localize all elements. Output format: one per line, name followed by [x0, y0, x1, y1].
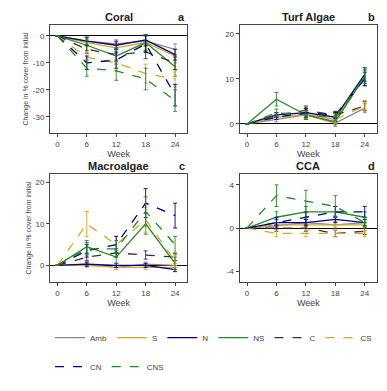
svg-text:Turf Algae: Turf Algae — [282, 11, 335, 23]
svg-text:24: 24 — [360, 140, 369, 149]
svg-text:Macroalgae: Macroalgae — [88, 160, 149, 172]
svg-text:18: 18 — [141, 140, 150, 149]
svg-text:0: 0 — [230, 120, 235, 129]
svg-text:18: 18 — [141, 289, 150, 298]
svg-text:Change in % cover from initial: Change in % cover from initial — [25, 181, 33, 274]
svg-text:S: S — [152, 334, 157, 343]
svg-text:12: 12 — [112, 289, 121, 298]
svg-text:10: 10 — [35, 220, 44, 229]
svg-text:Change in % cover from initial: Change in % cover from initial — [22, 32, 30, 125]
svg-text:0: 0 — [245, 140, 250, 149]
svg-text:-10: -10 — [33, 59, 45, 68]
svg-text:6: 6 — [85, 289, 90, 298]
svg-text:CNS: CNS — [147, 363, 164, 372]
svg-text:c: c — [179, 160, 185, 172]
svg-text:6: 6 — [274, 289, 279, 298]
svg-text:CN: CN — [90, 363, 102, 372]
svg-text:0: 0 — [55, 140, 60, 149]
svg-text:10: 10 — [225, 75, 234, 84]
svg-text:0: 0 — [230, 224, 235, 233]
svg-text:Amb: Amb — [90, 334, 107, 343]
svg-text:24: 24 — [171, 140, 180, 149]
svg-text:Week: Week — [297, 149, 320, 159]
svg-text:-30: -30 — [33, 113, 45, 122]
svg-text:6: 6 — [85, 140, 90, 149]
svg-text:12: 12 — [301, 140, 310, 149]
svg-text:CCA: CCA — [296, 160, 320, 172]
svg-text:18: 18 — [331, 140, 340, 149]
svg-text:24: 24 — [171, 289, 180, 298]
svg-text:d: d — [368, 160, 375, 172]
svg-text:6: 6 — [274, 140, 279, 149]
svg-text:0: 0 — [40, 32, 45, 41]
svg-text:C: C — [309, 334, 315, 343]
svg-text:a: a — [178, 11, 185, 23]
svg-text:N: N — [202, 334, 208, 343]
svg-text:20: 20 — [225, 30, 234, 39]
svg-text:Week: Week — [107, 149, 130, 159]
svg-text:NS: NS — [253, 334, 264, 343]
svg-text:Week: Week — [107, 298, 130, 308]
svg-text:12: 12 — [112, 140, 121, 149]
svg-text:24: 24 — [360, 289, 369, 298]
svg-text:b: b — [368, 11, 375, 23]
svg-text:12: 12 — [301, 289, 310, 298]
svg-text:4: 4 — [230, 181, 235, 190]
svg-text:Week: Week — [297, 298, 320, 308]
svg-text:0: 0 — [40, 261, 45, 270]
svg-text:-20: -20 — [33, 86, 45, 95]
svg-text:0: 0 — [55, 289, 60, 298]
svg-text:CS: CS — [360, 334, 371, 343]
svg-text:20: 20 — [35, 178, 44, 187]
svg-text:18: 18 — [331, 289, 340, 298]
svg-text:0: 0 — [245, 289, 250, 298]
svg-text:-4: -4 — [227, 267, 235, 276]
svg-text:Coral: Coral — [105, 11, 133, 23]
